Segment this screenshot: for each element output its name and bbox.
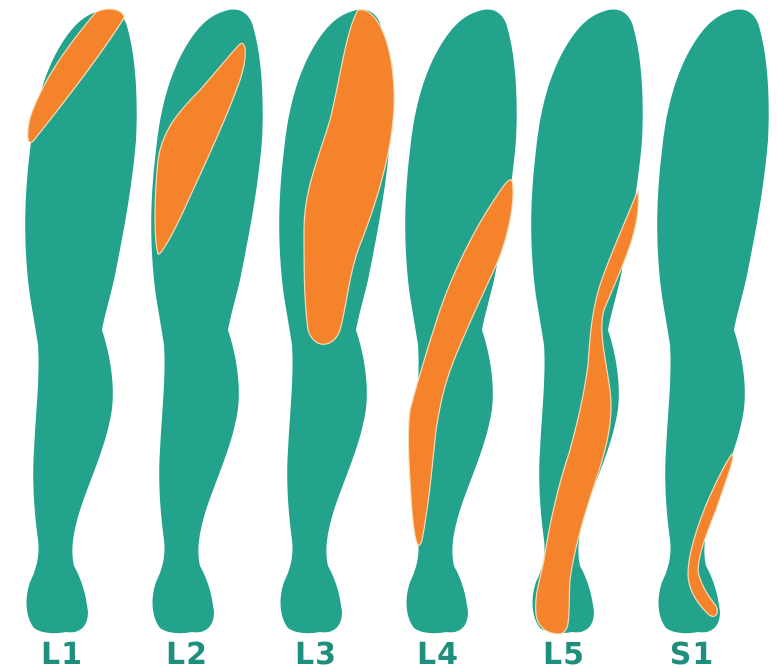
dermatome-region-l3	[303, 9, 395, 345]
leg-label-l2: L2	[166, 637, 208, 668]
leg-s1	[657, 9, 769, 634]
leg-l3	[279, 9, 395, 634]
dermatome-region-l1	[27, 8, 125, 143]
leg-l5	[531, 9, 643, 635]
leg-label-l1: L1	[41, 637, 83, 668]
leg-label-l5: L5	[543, 637, 585, 668]
leg-l1	[25, 8, 137, 634]
dermatome-region-l4	[407, 179, 514, 546]
dermatome-region-l2	[154, 42, 246, 255]
leg-l2	[151, 9, 263, 634]
dermatome-region-l5	[535, 189, 640, 635]
dermatome-region-s1	[687, 453, 734, 618]
leg-label-l3: L3	[295, 637, 337, 668]
leg-label-s1: S1	[670, 637, 714, 668]
leg-l4	[405, 9, 517, 634]
leg-label-l4: L4	[417, 637, 459, 668]
